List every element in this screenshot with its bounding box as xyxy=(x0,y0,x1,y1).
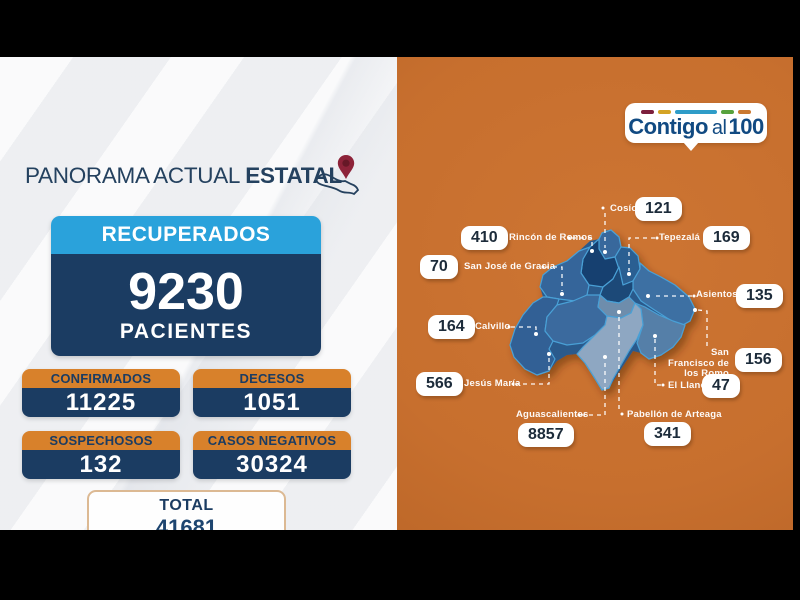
stat-value: 1051 xyxy=(193,388,351,417)
aguascalientes-map-svg xyxy=(507,206,708,417)
stat-card-casos-negativos: CASOS NEGATIVOS 30324 xyxy=(193,431,351,479)
stat-value: 132 xyxy=(22,450,180,479)
map-connector-lines xyxy=(511,213,708,416)
map-pill-calvillo: 164 xyxy=(428,315,475,339)
stat-label: SOSPECHOSOS xyxy=(22,431,180,450)
contigo-al-100-logo: Contigo al100 xyxy=(625,103,767,151)
map-pill-cosio: 121 xyxy=(635,197,682,221)
dashboard-content: PANORAMA ACTUAL ESTATAL RECUPERADOS 9230… xyxy=(0,57,793,587)
letterbox-top xyxy=(0,0,800,57)
stat-value: 11225 xyxy=(22,388,180,417)
stat-card-sospechosos: SOSPECHOSOS 132 xyxy=(22,431,180,479)
logo-word-al: al xyxy=(711,117,727,139)
pin-hole xyxy=(342,159,350,167)
aguascalientes-map xyxy=(509,229,696,391)
map-label-tepezala: Tepezalá xyxy=(659,232,701,243)
location-pin-icon xyxy=(337,155,355,179)
page-title-row: PANORAMA ACTUAL ESTATAL xyxy=(25,155,385,205)
map-pill-asientos: 135 xyxy=(736,284,783,308)
logo-color-dashes-icon xyxy=(641,109,751,115)
map-pill-san-francisco-de-los-romo: 156 xyxy=(735,348,782,372)
map-label-jesus-maria: Jesús María xyxy=(464,378,521,389)
map-centroid-dots xyxy=(507,206,697,417)
stat-card-decesos: DECESOS 1051 xyxy=(193,369,351,417)
map-label-san-jose-de-gracia: San José de Gracia xyxy=(464,261,556,272)
stat-label: DECESOS xyxy=(193,369,351,388)
map-panel: Contigo al100 Cosío 121 410 Rincón de Rom… xyxy=(397,57,793,530)
map-pill-rincon-de-romos: 410 xyxy=(461,226,508,250)
map-pill-jesus-maria: 566 xyxy=(416,372,463,396)
map-pill-aguascalientes: 8857 xyxy=(518,423,574,447)
stat-label: CASOS NEGATIVOS xyxy=(193,431,351,450)
logo-word-contigo: Contigo xyxy=(628,114,708,139)
mexico-pin-icon xyxy=(315,155,360,196)
map-label-asientos: Asientos xyxy=(696,289,738,300)
letterbox-right xyxy=(793,0,800,600)
page-title-bold: ESTATAL xyxy=(245,163,342,188)
map-pill-pabellon-de-arteaga: 341 xyxy=(644,422,691,446)
stat-card-confirmados: CONFIRMADOS 11225 xyxy=(22,369,180,417)
page-title: PANORAMA ACTUAL ESTATAL xyxy=(25,161,385,191)
logo-word-100: 100 xyxy=(728,114,764,139)
map-label-calvillo: Calvillo xyxy=(475,321,511,332)
stat-value: 30324 xyxy=(193,450,351,479)
map-pill-el-llano: 47 xyxy=(702,374,740,398)
recovered-header: RECUPERADOS xyxy=(51,216,321,254)
map-label-san-francisco-de-los-romo: San Francisco de los Romo xyxy=(667,347,729,379)
logo-text: Contigo al100 xyxy=(628,114,764,140)
map-label-pabellon-de-arteaga: Pabellón de Arteaga xyxy=(627,409,722,420)
recovered-value: 9230 xyxy=(128,263,244,321)
page-title-regular: PANORAMA ACTUAL xyxy=(25,163,240,188)
map-pill-tepezala: 169 xyxy=(703,226,750,250)
mexico-outline-icon xyxy=(315,173,360,196)
recovered-body: 9230 PACIENTES xyxy=(51,254,321,356)
municipality-shape-aguascalientes xyxy=(576,302,644,391)
total-label: TOTAL xyxy=(159,496,214,514)
recovered-unit: PACIENTES xyxy=(119,320,253,343)
stat-label: CONFIRMADOS xyxy=(22,369,180,388)
map-pill-san-jose-de-gracia: 70 xyxy=(420,255,458,279)
map-label-cosio: Cosío xyxy=(610,203,638,214)
recovered-card: RECUPERADOS 9230 PACIENTES xyxy=(51,216,321,356)
letterbox-bottom xyxy=(0,530,800,600)
map-label-aguascalientes: Aguascalientes xyxy=(516,409,589,420)
stats-panel: PANORAMA ACTUAL ESTATAL RECUPERADOS 9230… xyxy=(0,57,397,547)
map-label-rincon-de-romos: Rincón de Romos xyxy=(509,232,593,243)
map-label-el-llano: El Llano xyxy=(668,380,707,391)
